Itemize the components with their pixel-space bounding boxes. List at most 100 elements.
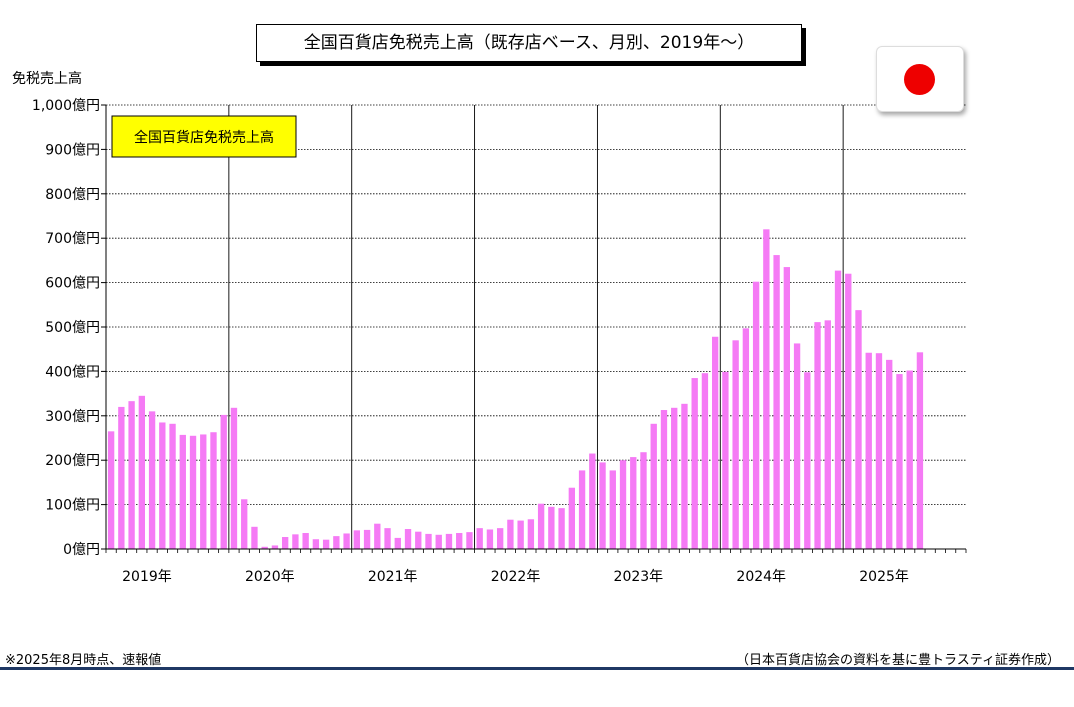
- x-tick-label: 2022年: [491, 569, 541, 585]
- bar: [435, 534, 442, 549]
- bar: [578, 470, 586, 549]
- y-tick-label: 100億円: [45, 498, 100, 514]
- bar: [640, 452, 647, 549]
- bar: [548, 506, 555, 549]
- bar: [681, 403, 688, 549]
- bar: [118, 406, 125, 549]
- bar: [527, 519, 535, 549]
- y-tick-label: 800億円: [45, 187, 100, 203]
- y-tick-label: 500億円: [45, 320, 100, 336]
- bar: [251, 526, 258, 549]
- bar: [322, 539, 330, 549]
- bar: [752, 281, 760, 549]
- bar: [763, 229, 770, 549]
- bar: [671, 407, 678, 549]
- bar: [568, 487, 576, 549]
- bar: [159, 422, 166, 549]
- japan-flag-icon: [904, 64, 935, 95]
- gridlines: [106, 104, 966, 549]
- bar: [445, 533, 453, 549]
- bar: [650, 423, 657, 549]
- y-tick-label: 200億円: [45, 453, 100, 469]
- bar: [128, 401, 135, 549]
- bar: [169, 423, 176, 549]
- bar: [486, 529, 494, 549]
- x-tick-label: 2019年: [122, 569, 172, 585]
- bar: [834, 270, 842, 549]
- bar: [302, 533, 309, 549]
- bar: [374, 523, 381, 549]
- bar: [148, 411, 156, 549]
- bar: [241, 499, 248, 549]
- bar: [415, 531, 422, 549]
- bar: [271, 545, 279, 549]
- bar: [619, 460, 627, 549]
- source-note: （日本百貨店協会の資料を基に豊トラスティ証券作成）: [736, 653, 1060, 668]
- bar: [845, 273, 852, 549]
- bar: [589, 453, 596, 549]
- bar: [814, 322, 821, 549]
- bar: [292, 534, 299, 549]
- x-axis-ticks: 2019年 2020年 2021年 2022年 2023年 2024年 2025年: [122, 569, 909, 585]
- bar: [312, 539, 320, 549]
- y-tick-label: 900億円: [45, 142, 100, 158]
- bar: [660, 410, 668, 549]
- chart-title: 全国百貨店免税売上高（既存店ベース、月別、2019年～）: [256, 24, 802, 62]
- bar: [210, 432, 217, 549]
- y-tick-label: 700億円: [45, 231, 100, 247]
- bar: [824, 320, 831, 549]
- japan-flag: [876, 46, 964, 112]
- bar: [609, 470, 616, 549]
- legend-box: [111, 115, 297, 158]
- bar: [906, 370, 913, 549]
- x-tick-label: 2024年: [736, 569, 786, 585]
- bar: [886, 359, 893, 549]
- bar: [394, 537, 401, 549]
- bar: [599, 462, 606, 549]
- bar: [507, 519, 514, 549]
- y-tick-label: 600億円: [45, 276, 100, 292]
- bar: [691, 378, 698, 549]
- x-tick-label: 2021年: [368, 569, 418, 585]
- bar: [179, 434, 186, 549]
- legend-label: 全国百貨店免税売上高: [134, 129, 274, 146]
- bar: [701, 373, 709, 549]
- bar: [783, 267, 791, 549]
- bar: [333, 536, 340, 549]
- y-tick-label: 0億円: [63, 542, 100, 558]
- x-tick-label: 2023年: [614, 569, 664, 585]
- bar: [732, 340, 739, 549]
- bar: [425, 533, 432, 549]
- bar: [496, 528, 504, 549]
- bar: [138, 395, 146, 549]
- bar: [281, 537, 289, 549]
- x-tick-label: 2025年: [859, 569, 909, 585]
- legend: 全国百貨店免税売上高: [111, 115, 297, 158]
- bar: [466, 532, 473, 549]
- y-tick-label: 400億円: [45, 364, 100, 380]
- bar: [343, 533, 350, 549]
- bar: [916, 352, 924, 549]
- bar: [189, 435, 197, 549]
- bar: [537, 503, 545, 549]
- bar: [384, 528, 391, 549]
- bar: [517, 520, 524, 549]
- bar: [793, 343, 801, 549]
- bar: [200, 434, 207, 549]
- bar: [865, 352, 872, 549]
- y-tick-label: 300億円: [45, 409, 100, 425]
- bar: [107, 431, 115, 549]
- bar: [804, 372, 811, 549]
- bar: [711, 336, 719, 549]
- bar: [722, 371, 729, 549]
- bar: [558, 508, 565, 549]
- bar: [353, 530, 361, 549]
- bar: [875, 353, 883, 549]
- bar: [742, 328, 750, 549]
- footnote: ※2025年8月時点、速報値: [5, 653, 162, 668]
- bar: [230, 407, 238, 549]
- bar: [456, 533, 463, 549]
- bars: [107, 229, 924, 549]
- bar: [855, 310, 862, 549]
